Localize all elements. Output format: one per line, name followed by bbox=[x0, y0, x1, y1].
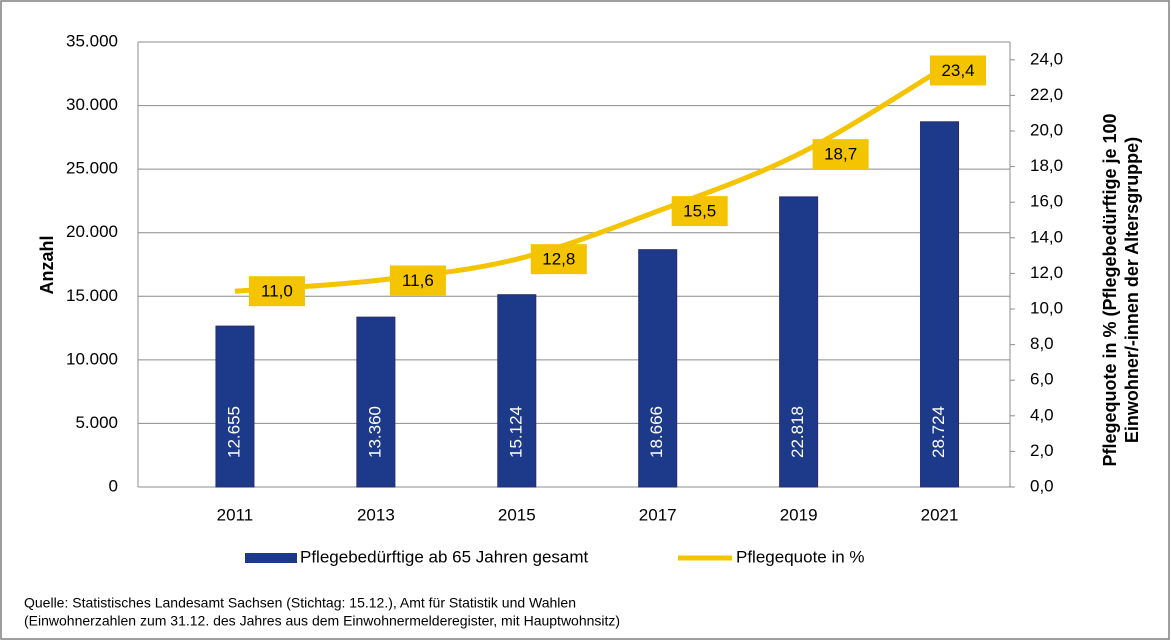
line-value-label: 15,5 bbox=[683, 202, 716, 221]
x-tick-label: 2011 bbox=[217, 505, 254, 524]
y2-tick-label: 10,0 bbox=[1030, 298, 1063, 317]
y2-tick-label: 14,0 bbox=[1030, 227, 1063, 246]
line-label-box bbox=[812, 139, 869, 170]
y-tick-label: 5.000 bbox=[75, 413, 118, 432]
legend-label: Pflegebedürftige ab 65 Jahren gesamt bbox=[300, 547, 589, 566]
legend-label: Pflegequote in % bbox=[736, 547, 865, 566]
y-tick-label: 25.000 bbox=[66, 159, 118, 178]
y-tick-label: 20.000 bbox=[66, 222, 118, 241]
source-note: Quelle: Statistisches Landesamt Sachsen … bbox=[24, 595, 576, 611]
y2-tick-label: 20,0 bbox=[1030, 120, 1063, 139]
source-note: (Einwohnerzahlen zum 31.12. des Jahres a… bbox=[24, 613, 620, 629]
y2-tick-label: 18,0 bbox=[1030, 156, 1063, 175]
bar bbox=[215, 325, 255, 488]
line-label-box bbox=[389, 265, 446, 296]
y2-axis-title: Pflegequote in % (Pflegebedürftige je 10… bbox=[1100, 113, 1120, 466]
bar bbox=[638, 249, 678, 488]
bar-value-label: 12.655 bbox=[224, 406, 243, 458]
x-tick-label: 2015 bbox=[498, 505, 536, 524]
y2-tick-label: 16,0 bbox=[1030, 192, 1063, 211]
line-value-label: 18,7 bbox=[824, 145, 857, 164]
y2-tick-label: 22,0 bbox=[1030, 85, 1063, 104]
bar bbox=[920, 121, 960, 488]
y-axis-title: Anzahl bbox=[37, 235, 57, 294]
line-value-label: 12,8 bbox=[542, 250, 575, 269]
y2-tick-label: 2,0 bbox=[1030, 441, 1054, 460]
y-tick-label: 35.000 bbox=[66, 31, 118, 50]
x-tick-label: 2021 bbox=[921, 505, 959, 524]
line-label-box bbox=[248, 276, 305, 307]
line-value-label: 11,6 bbox=[402, 271, 434, 290]
y2-tick-label: 8,0 bbox=[1030, 334, 1054, 353]
bar bbox=[779, 196, 819, 488]
line-label-box bbox=[530, 244, 587, 275]
bar-value-label: 18.666 bbox=[647, 406, 666, 458]
y-tick-label: 15.000 bbox=[66, 286, 118, 305]
y2-axis-title: Einwohner/-innen der Altersgruppe) bbox=[1122, 137, 1142, 443]
bar-value-label: 13.360 bbox=[365, 406, 384, 458]
bar-value-label: 15.124 bbox=[506, 406, 525, 458]
bar-value-label: 22.818 bbox=[788, 406, 807, 458]
x-tick-label: 2017 bbox=[639, 505, 677, 524]
line-label-box bbox=[930, 55, 986, 86]
y-tick-label: 0 bbox=[109, 476, 118, 495]
y2-tick-label: 6,0 bbox=[1030, 370, 1054, 389]
y2-tick-label: 12,0 bbox=[1030, 263, 1063, 282]
x-tick-label: 2013 bbox=[357, 505, 395, 524]
line-value-label: 11,0 bbox=[261, 282, 293, 301]
bar bbox=[497, 294, 537, 488]
y2-tick-label: 4,0 bbox=[1030, 405, 1054, 424]
y2-tick-label: 24,0 bbox=[1030, 49, 1063, 68]
legend-swatch bbox=[245, 553, 297, 563]
x-tick-label: 2019 bbox=[780, 505, 818, 524]
line-label-box bbox=[671, 196, 728, 227]
bar bbox=[356, 316, 396, 488]
y-tick-label: 10.000 bbox=[66, 349, 118, 368]
y-tick-label: 30.000 bbox=[66, 95, 118, 114]
bar-value-label: 28.724 bbox=[929, 406, 948, 458]
line-value-label: 23,4 bbox=[941, 61, 974, 80]
y2-tick-label: 0,0 bbox=[1030, 476, 1054, 495]
